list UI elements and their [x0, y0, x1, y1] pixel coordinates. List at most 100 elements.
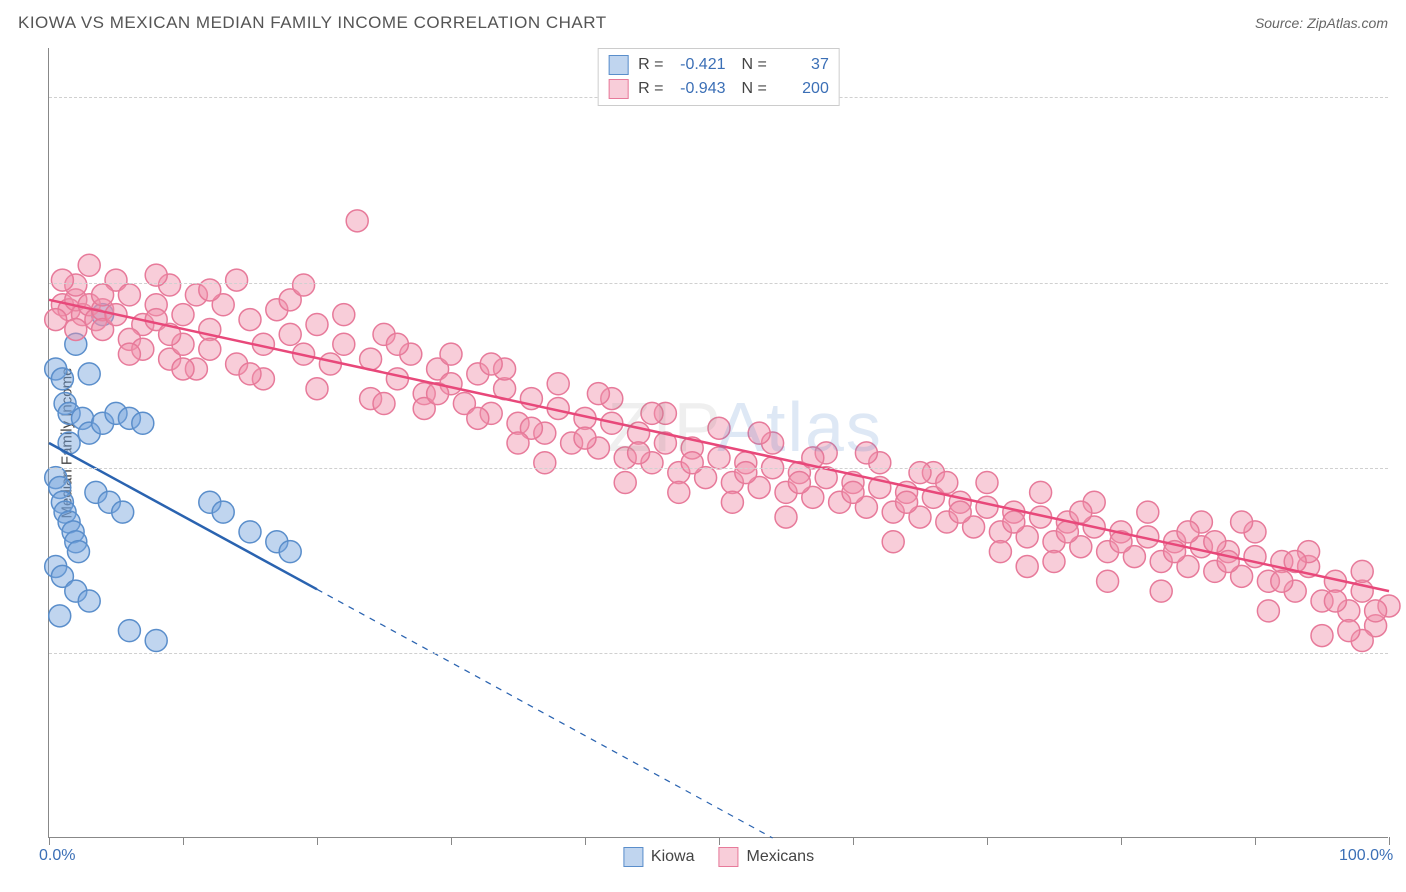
data-point [1070, 501, 1092, 523]
y-tick-label: $150,000 [1398, 88, 1406, 106]
data-point [467, 407, 489, 429]
data-point [1043, 551, 1065, 573]
data-point [1271, 570, 1293, 592]
data-point [1097, 570, 1119, 592]
data-point [1137, 501, 1159, 523]
gridline [49, 468, 1388, 469]
data-point [882, 531, 904, 553]
y-tick-label: $112,500 [1398, 274, 1406, 292]
swatch-kiowa-bottom [623, 847, 643, 867]
data-point [628, 442, 650, 464]
data-point [788, 472, 810, 494]
data-point [118, 620, 140, 642]
x-tick [183, 837, 184, 845]
data-point [587, 383, 609, 405]
data-point [78, 590, 100, 612]
y-tick-label: $37,500 [1398, 644, 1406, 662]
x-tick-label: 0.0% [39, 847, 75, 865]
trend-line-extrapolated [317, 589, 773, 838]
legend-series: Kiowa Mexicans [623, 847, 814, 867]
data-point [118, 284, 140, 306]
data-point [1177, 521, 1199, 543]
data-point [118, 343, 140, 365]
x-tick [49, 837, 50, 845]
data-point [735, 462, 757, 484]
swatch-kiowa [608, 55, 628, 75]
data-point [748, 422, 770, 444]
swatch-mexicans-bottom [719, 847, 739, 867]
data-point [708, 447, 730, 469]
chart-title: KIOWA VS MEXICAN MEDIAN FAMILY INCOME CO… [18, 13, 607, 33]
x-tick [1121, 837, 1122, 845]
r-label: R = [638, 56, 663, 74]
data-point [681, 452, 703, 474]
data-point [239, 309, 261, 331]
data-point [1257, 600, 1279, 622]
chart-header: KIOWA VS MEXICAN MEDIAN FAMILY INCOME CO… [18, 8, 1388, 38]
swatch-mexicans [608, 79, 628, 99]
data-point [440, 343, 462, 365]
data-point [239, 521, 261, 543]
data-point [936, 472, 958, 494]
data-point [1016, 555, 1038, 577]
data-point [145, 630, 167, 652]
x-tick [451, 837, 452, 845]
x-tick [987, 837, 988, 845]
legend-row-kiowa: R = -0.421 N = 37 [608, 53, 829, 77]
r-value-kiowa: -0.421 [670, 56, 726, 74]
n-value-mexicans: 200 [773, 80, 829, 98]
data-point [775, 506, 797, 528]
x-tick-label: 100.0% [1339, 847, 1393, 865]
data-point [51, 269, 73, 291]
data-point [333, 333, 355, 355]
data-point [641, 402, 663, 424]
data-point [1311, 625, 1333, 647]
data-point [909, 462, 931, 484]
data-point [306, 378, 328, 400]
data-point [132, 412, 154, 434]
data-point [614, 472, 636, 494]
data-point [949, 501, 971, 523]
data-point [67, 541, 89, 563]
data-point [976, 496, 998, 518]
data-point [360, 348, 382, 370]
data-point [668, 481, 690, 503]
data-point [574, 427, 596, 449]
n-value-kiowa: 37 [773, 56, 829, 74]
x-tick [719, 837, 720, 845]
data-point [896, 491, 918, 513]
chart-svg [49, 48, 1388, 837]
x-tick [1389, 837, 1390, 845]
data-point [199, 338, 221, 360]
r-label: R = [638, 80, 663, 98]
legend-label-mexicans: Mexicans [747, 848, 815, 866]
data-point [78, 254, 100, 276]
data-point [293, 274, 315, 296]
plot-area: Median Family Income ZIPAtlas R = -0.421… [48, 48, 1388, 838]
r-value-mexicans: -0.943 [670, 80, 726, 98]
data-point [989, 541, 1011, 563]
data-point [507, 432, 529, 454]
legend-item-kiowa: Kiowa [623, 847, 695, 867]
data-point [112, 501, 134, 523]
data-point [855, 442, 877, 464]
data-point [65, 318, 87, 340]
gridline [49, 653, 1388, 654]
data-point [386, 333, 408, 355]
x-tick [1255, 837, 1256, 845]
data-point [279, 541, 301, 563]
data-point [333, 304, 355, 326]
data-point [172, 358, 194, 380]
data-point [1324, 590, 1346, 612]
data-point [1030, 481, 1052, 503]
data-point [842, 481, 864, 503]
data-point [319, 353, 341, 375]
n-label: N = [742, 56, 767, 74]
trend-line [49, 300, 1389, 591]
data-point [1338, 620, 1360, 642]
data-point [346, 210, 368, 232]
data-point [1056, 521, 1078, 543]
data-point [534, 452, 556, 474]
data-point [480, 353, 502, 375]
data-point [306, 314, 328, 336]
